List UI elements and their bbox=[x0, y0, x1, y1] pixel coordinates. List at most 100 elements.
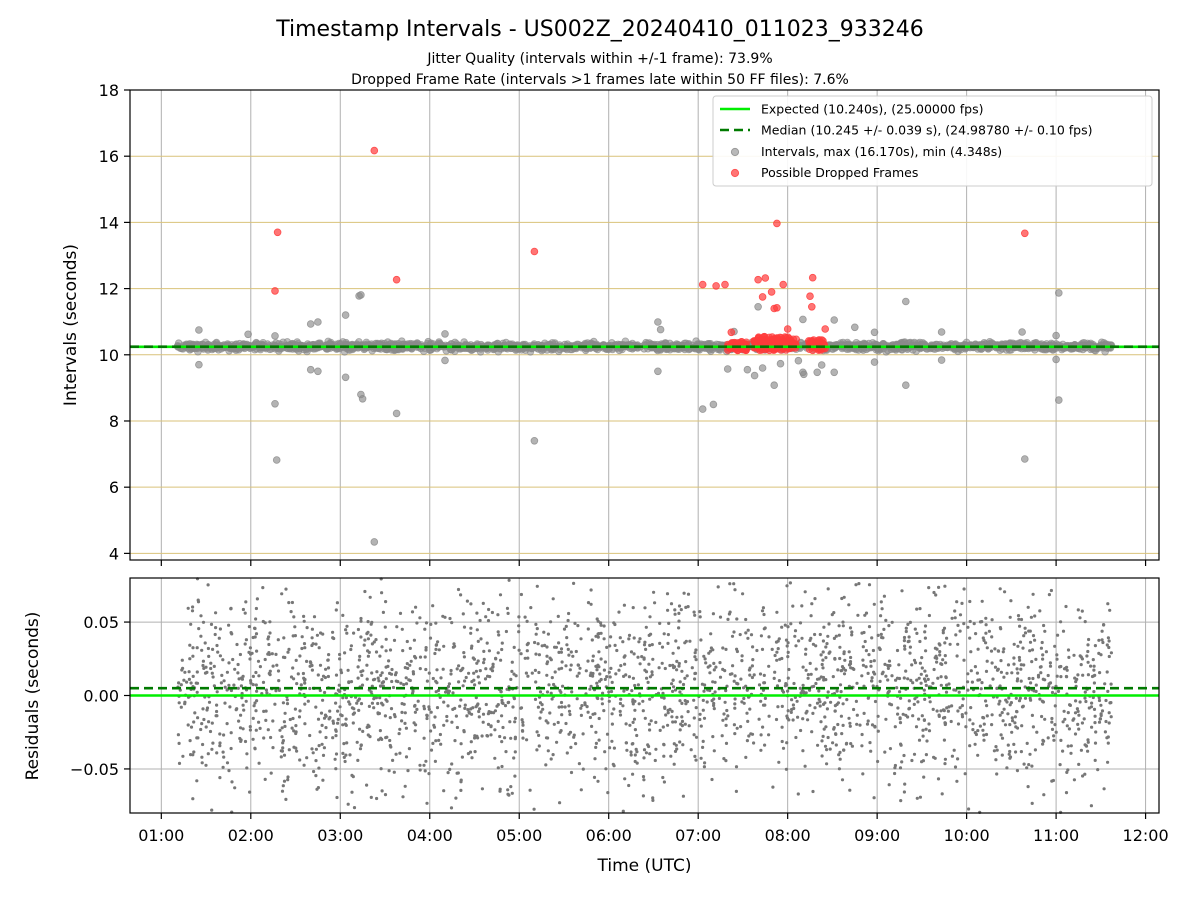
residual-point bbox=[313, 615, 316, 618]
residual-point bbox=[547, 633, 550, 636]
residual-point bbox=[188, 670, 191, 673]
residual-point bbox=[468, 712, 471, 715]
residual-point bbox=[270, 772, 273, 775]
residual-point bbox=[393, 713, 396, 716]
residual-point bbox=[465, 676, 468, 679]
residual-point bbox=[264, 778, 267, 781]
residual-point bbox=[1108, 711, 1111, 714]
residual-point bbox=[274, 653, 277, 656]
residual-point bbox=[733, 588, 736, 591]
residual-point bbox=[1106, 690, 1109, 693]
residual-point bbox=[314, 643, 317, 646]
residual-point bbox=[555, 646, 558, 649]
residual-point bbox=[337, 718, 340, 721]
residual-point bbox=[880, 636, 883, 639]
residual-point bbox=[982, 739, 985, 742]
top-y-tick-label: 18 bbox=[99, 81, 119, 100]
legend-intervals-label: Intervals, max (16.170s), min (4.348s) bbox=[761, 144, 1002, 159]
residual-point bbox=[215, 751, 218, 754]
residual-point bbox=[1033, 639, 1036, 642]
residual-point bbox=[283, 725, 286, 728]
residual-point bbox=[990, 650, 993, 653]
residual-point bbox=[634, 728, 637, 731]
residual-point bbox=[1015, 710, 1018, 713]
residual-point bbox=[197, 627, 200, 630]
residual-point bbox=[734, 697, 737, 700]
residual-point bbox=[801, 717, 804, 720]
residual-point bbox=[358, 728, 361, 731]
residual-point bbox=[196, 691, 199, 694]
residual-point bbox=[509, 737, 512, 740]
residual-point bbox=[1084, 620, 1087, 623]
residual-point bbox=[956, 709, 959, 712]
residual-point bbox=[1009, 703, 1012, 706]
residual-point bbox=[906, 715, 909, 718]
residual-point bbox=[384, 626, 387, 629]
residual-point bbox=[510, 670, 513, 673]
residual-point bbox=[1010, 731, 1013, 734]
residual-point bbox=[831, 741, 834, 744]
residual-point bbox=[623, 656, 626, 659]
residual-point bbox=[366, 678, 369, 681]
residual-point bbox=[540, 710, 543, 713]
residual-point bbox=[842, 624, 845, 627]
residual-point bbox=[298, 709, 301, 712]
residual-point bbox=[573, 734, 576, 737]
residual-point bbox=[499, 788, 502, 791]
residual-point bbox=[758, 683, 761, 686]
residual-point bbox=[1049, 661, 1052, 664]
residual-point bbox=[799, 687, 802, 690]
residual-point bbox=[557, 721, 560, 724]
residual-point bbox=[375, 797, 378, 800]
residual-point bbox=[1097, 639, 1100, 642]
residual-point bbox=[209, 662, 212, 665]
residual-point bbox=[936, 709, 939, 712]
residual-point bbox=[1033, 689, 1036, 692]
residual-point bbox=[361, 669, 364, 672]
residual-point bbox=[517, 624, 520, 627]
residual-point bbox=[425, 714, 428, 717]
residual-point bbox=[548, 711, 551, 714]
residual-point bbox=[997, 702, 1000, 705]
residual-point bbox=[363, 644, 366, 647]
residual-point bbox=[227, 769, 230, 772]
residual-point bbox=[604, 660, 607, 663]
residual-point bbox=[677, 626, 680, 629]
residual-point bbox=[452, 646, 455, 649]
residual-point bbox=[424, 760, 427, 763]
residual-point bbox=[674, 720, 677, 723]
residual-point bbox=[215, 644, 218, 647]
residual-point bbox=[1016, 645, 1019, 648]
residual-point bbox=[750, 633, 753, 636]
residual-point bbox=[821, 659, 824, 662]
dropped-frame-point bbox=[768, 289, 775, 296]
residual-point bbox=[908, 707, 911, 710]
interval-point bbox=[800, 371, 807, 378]
residual-point bbox=[605, 675, 608, 678]
residual-point bbox=[221, 658, 224, 661]
residual-point bbox=[922, 735, 925, 738]
residual-point bbox=[442, 668, 445, 671]
residual-point bbox=[610, 740, 613, 743]
residual-point bbox=[195, 736, 198, 739]
residual-point bbox=[277, 669, 280, 672]
residual-point bbox=[335, 608, 338, 611]
residual-point bbox=[566, 751, 569, 754]
residual-point bbox=[637, 640, 640, 643]
residual-point bbox=[725, 717, 728, 720]
residual-point bbox=[513, 720, 516, 723]
residual-point bbox=[591, 672, 594, 675]
residual-point bbox=[614, 672, 617, 675]
residual-point bbox=[1063, 710, 1066, 713]
residual-point bbox=[962, 697, 965, 700]
interval-point bbox=[744, 366, 751, 373]
residual-point bbox=[189, 623, 192, 626]
residual-point bbox=[679, 723, 682, 726]
residual-point bbox=[1055, 658, 1058, 661]
residual-point bbox=[809, 637, 812, 640]
residual-point bbox=[774, 654, 777, 657]
residual-point bbox=[968, 744, 971, 747]
residual-point bbox=[708, 664, 711, 667]
residual-point bbox=[521, 724, 524, 727]
residual-point bbox=[1008, 723, 1011, 726]
